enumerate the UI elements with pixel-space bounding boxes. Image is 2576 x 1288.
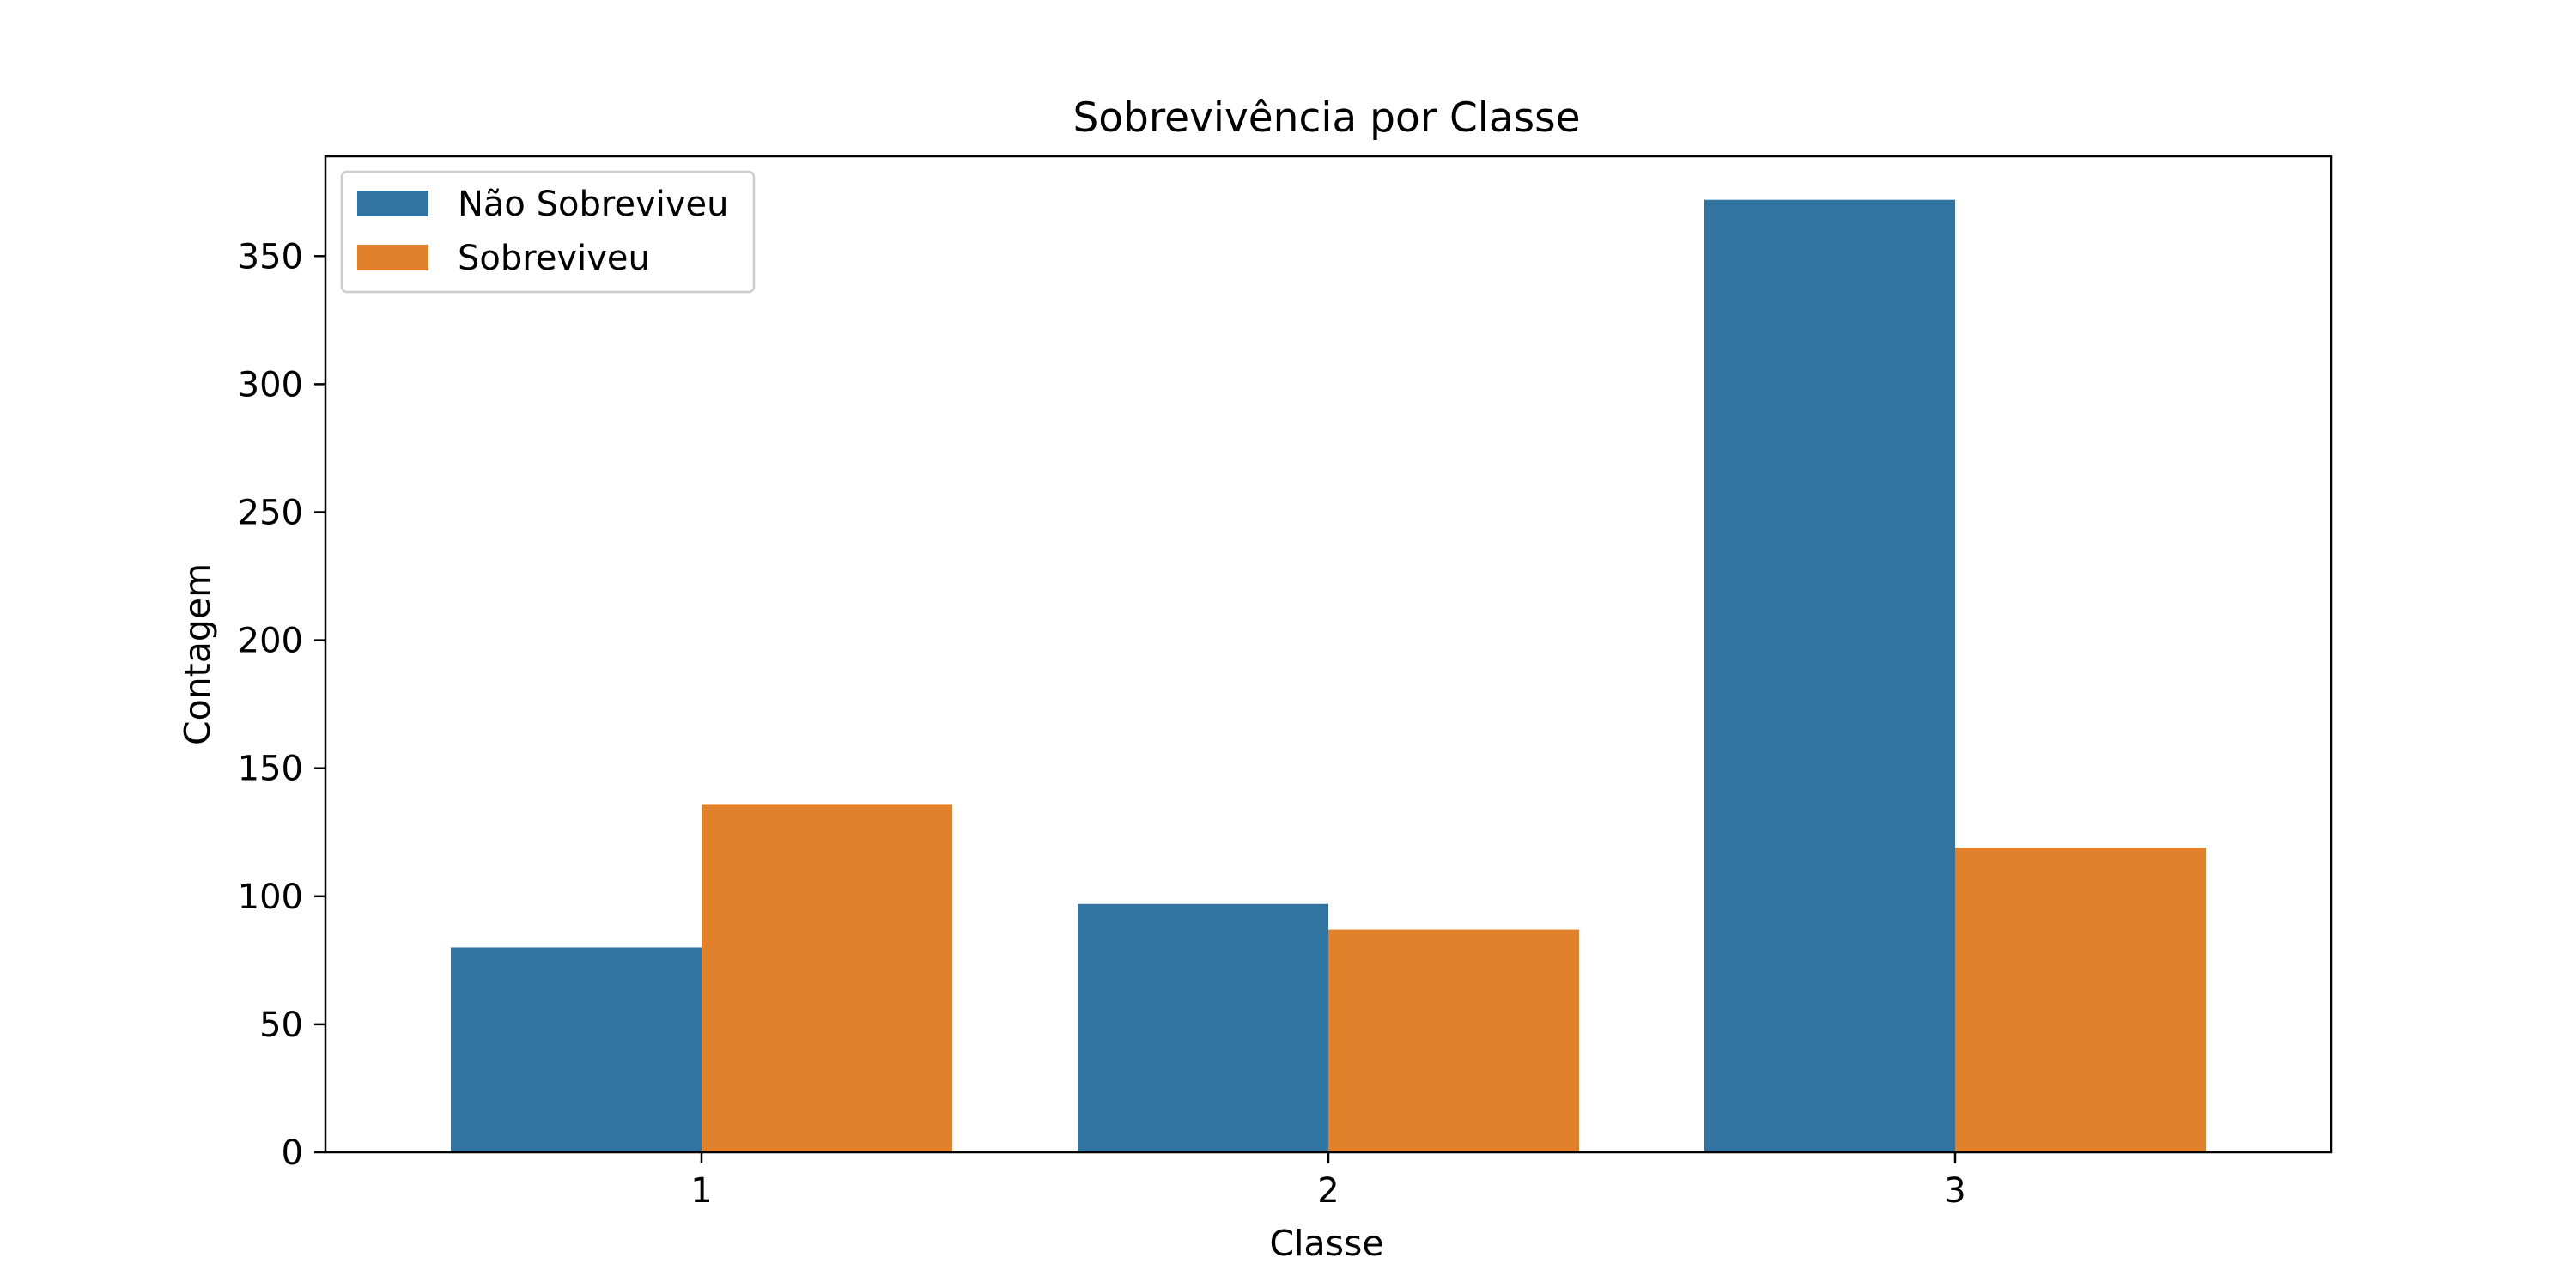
legend-label: Sobreviveu (458, 239, 650, 278)
bar-nao-sobreviveu-classe-2 (1078, 903, 1328, 1152)
x-tick-label: 1 (690, 1171, 712, 1211)
bar-nao-sobreviveu-classe-1 (451, 947, 702, 1152)
x-axis-label: Classe (1269, 1223, 1383, 1264)
y-axis: 0 50 100 150 200 250 300 350 (238, 237, 325, 1173)
bar-nao-sobreviveu-classe-3 (1704, 199, 1955, 1152)
legend-label: Não Sobreviveu (458, 185, 728, 224)
y-tick-label: 0 (282, 1133, 303, 1173)
legend: Não Sobreviveu Sobreviveu (340, 170, 756, 294)
y-tick-label: 50 (259, 1005, 303, 1045)
y-axis-label: Contagem (177, 563, 218, 745)
y-tick-label: 100 (238, 878, 303, 917)
y-tick-label: 350 (238, 237, 303, 276)
chart-title: Sobrevivência por Classe (1072, 94, 1580, 142)
x-axis: 1 2 3 (690, 1152, 1966, 1211)
y-tick-label: 200 (238, 622, 303, 661)
legend-swatch (357, 191, 428, 216)
y-tick-label: 300 (238, 365, 303, 404)
y-tick-label: 150 (238, 750, 303, 789)
bar-sobreviveu-classe-3 (1955, 848, 2206, 1152)
legend-swatch (357, 245, 428, 270)
x-tick-label: 2 (1317, 1171, 1339, 1211)
y-tick-label: 250 (238, 493, 303, 532)
legend-frame (340, 170, 756, 294)
bar-sobreviveu-classe-2 (1328, 929, 1579, 1152)
x-tick-label: 3 (1944, 1171, 1965, 1211)
bars-group (451, 199, 2206, 1152)
bar-sobreviveu-classe-1 (702, 804, 952, 1152)
